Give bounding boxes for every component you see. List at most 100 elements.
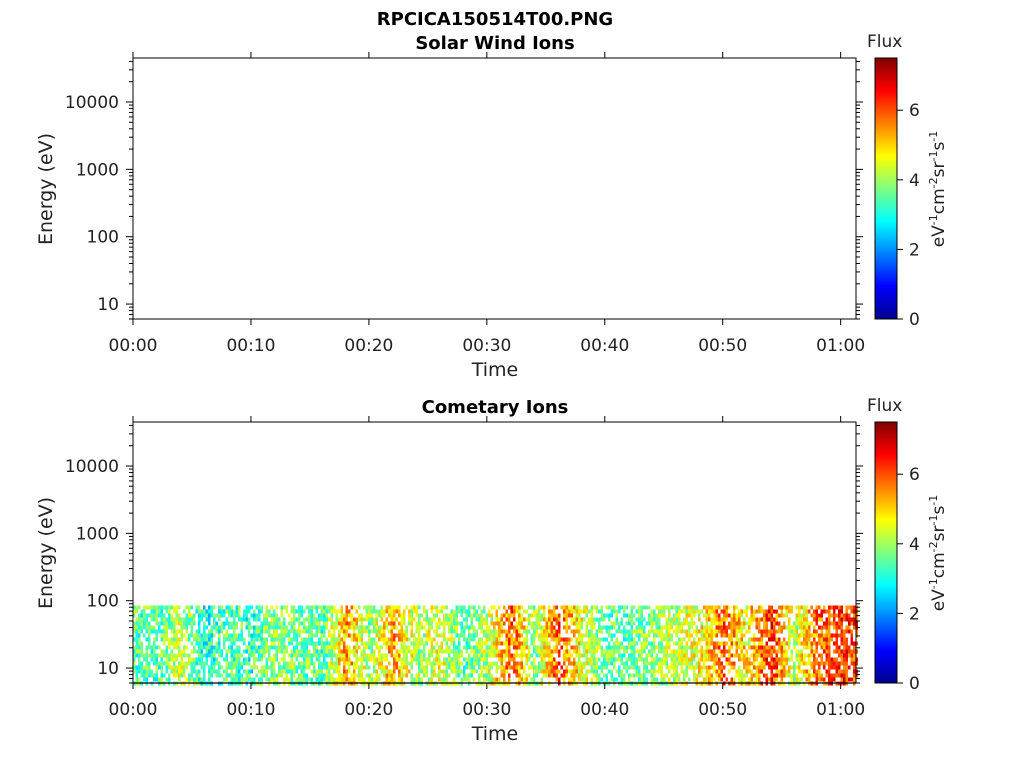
heatmap-cell: [158, 661, 161, 666]
heatmap-cell: [315, 629, 318, 634]
heatmap-cell: [403, 661, 406, 666]
heatmap-cell: [653, 673, 656, 678]
heatmap-cell: [385, 673, 388, 678]
heatmap-cell: [348, 633, 351, 638]
heatmap-cell: [793, 621, 796, 626]
heatmap-cell: [693, 669, 696, 674]
heatmap-cell: [655, 633, 658, 638]
heatmap-cell: [463, 645, 466, 650]
heatmap-cell: [323, 629, 326, 634]
heatmap-cell: [265, 637, 268, 642]
heatmap-cell: [468, 629, 471, 634]
heatmap-cell: [848, 605, 851, 610]
heatmap-cell: [508, 633, 511, 638]
heatmap-cell: [290, 661, 293, 666]
heatmap-cell: [453, 621, 456, 626]
heatmap-cell: [650, 649, 653, 654]
heatmap-cell: [655, 617, 658, 622]
heatmap-cell: [418, 661, 421, 666]
heatmap-cell: [333, 645, 336, 650]
heatmap-cell: [228, 661, 231, 666]
heatmap-cell: [643, 637, 646, 642]
heatmap-cell: [385, 621, 388, 626]
heatmap-cell: [728, 637, 731, 642]
heatmap-cell: [815, 641, 818, 646]
heatmap-cell: [798, 657, 801, 662]
heatmap-cell: [393, 617, 396, 622]
heatmap-cell: [215, 613, 218, 618]
heatmap-cell: [565, 637, 568, 642]
heatmap-cell: [610, 657, 613, 662]
heatmap-cell: [153, 629, 156, 634]
colorbar-tick-label: 2: [909, 604, 920, 624]
heatmap-cell: [850, 661, 853, 666]
heatmap-cell: [715, 605, 718, 610]
heatmap-cell: [345, 661, 348, 666]
heatmap-cell: [373, 629, 376, 634]
heatmap-cell: [570, 677, 573, 682]
heatmap-cell: [720, 609, 723, 614]
heatmap-cell: [525, 617, 528, 622]
heatmap-cell: [208, 645, 211, 650]
heatmap-cell: [283, 677, 286, 682]
heatmap-cell: [168, 661, 171, 666]
heatmap-cell: [760, 661, 763, 666]
heatmap-cell: [173, 657, 176, 662]
heatmap-cell: [460, 629, 463, 634]
heatmap-cell: [318, 621, 321, 626]
heatmap-cell: [283, 645, 286, 650]
heatmap-cell: [515, 605, 518, 610]
heatmap-cell: [823, 665, 826, 670]
heatmap-cell: [413, 649, 416, 654]
heatmap-cell: [340, 613, 343, 618]
heatmap-cell: [520, 645, 523, 650]
heatmap-cell: [233, 625, 236, 630]
heatmap-cell: [540, 677, 543, 682]
heatmap-cell: [320, 641, 323, 646]
heatmap-cell: [843, 629, 846, 634]
heatmap-cell: [163, 617, 166, 622]
heatmap-cell: [775, 649, 778, 654]
heatmap-cell: [570, 605, 573, 610]
heatmap-cell: [370, 637, 373, 642]
heatmap-cell: [420, 613, 423, 618]
heatmap-cell: [753, 609, 756, 614]
heatmap-cell: [705, 677, 708, 682]
heatmap-cell: [165, 629, 168, 634]
heatmap-cell: [408, 661, 411, 666]
heatmap-cell: [540, 625, 543, 630]
heatmap-cell: [193, 649, 196, 654]
heatmap-cell: [295, 609, 298, 614]
heatmap-cell: [523, 645, 526, 650]
heatmap-cell: [170, 605, 173, 610]
heatmap-cell: [338, 665, 341, 670]
heatmap-cell: [323, 609, 326, 614]
heatmap-cell: [248, 677, 251, 682]
heatmap-cell: [160, 629, 163, 634]
heatmap-cell: [263, 625, 266, 630]
heatmap-cell: [650, 673, 653, 678]
heatmap-cell: [228, 633, 231, 638]
heatmap-cell: [705, 609, 708, 614]
heatmap-cell: [325, 613, 328, 618]
heatmap-cell: [220, 629, 223, 634]
heatmap-cell: [548, 641, 551, 646]
heatmap-cell: [838, 625, 841, 630]
heatmap-cell: [188, 673, 191, 678]
heatmap-cell: [810, 641, 813, 646]
heatmap-cell: [710, 633, 713, 638]
heatmap-cell: [665, 625, 668, 630]
heatmap-cell: [313, 625, 316, 630]
heatmap-cell: [328, 649, 331, 654]
heatmap-cell: [753, 661, 756, 666]
heatmap-cell: [748, 617, 751, 622]
heatmap-cell: [595, 657, 598, 662]
heatmap-cell: [160, 617, 163, 622]
heatmap-cell: [315, 677, 318, 682]
heatmap-cell: [820, 657, 823, 662]
heatmap-cell: [625, 657, 628, 662]
heatmap-cell: [580, 625, 583, 630]
heatmap-cell: [685, 621, 688, 626]
heatmap-cell: [153, 605, 156, 610]
